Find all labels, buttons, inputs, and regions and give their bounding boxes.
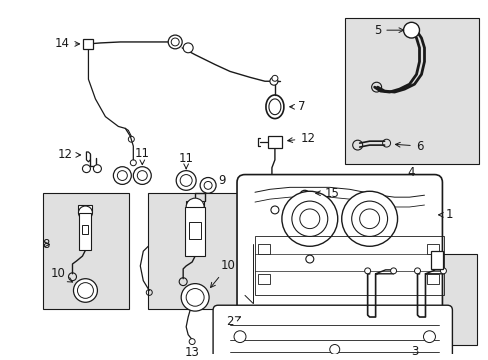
Bar bbox=[254, 237, 444, 296]
Text: 11: 11 bbox=[178, 152, 193, 169]
Circle shape bbox=[234, 331, 245, 343]
Circle shape bbox=[189, 339, 195, 345]
Bar bbox=[258, 244, 269, 254]
Circle shape bbox=[133, 167, 151, 184]
Bar bbox=[78, 205, 92, 213]
Circle shape bbox=[200, 177, 216, 193]
Bar bbox=[42, 193, 129, 309]
Circle shape bbox=[183, 43, 193, 53]
Text: 1: 1 bbox=[438, 208, 452, 221]
Circle shape bbox=[299, 209, 319, 229]
Bar bbox=[357, 254, 476, 345]
Text: 5: 5 bbox=[373, 24, 403, 37]
Text: 2: 2 bbox=[226, 315, 240, 328]
Circle shape bbox=[281, 191, 337, 246]
Circle shape bbox=[171, 38, 179, 46]
Bar bbox=[427, 244, 439, 254]
Circle shape bbox=[359, 209, 379, 229]
Bar bbox=[185, 207, 204, 256]
Text: 6: 6 bbox=[395, 140, 423, 153]
Circle shape bbox=[186, 288, 203, 306]
Text: 8: 8 bbox=[42, 238, 49, 251]
Circle shape bbox=[270, 206, 278, 214]
Circle shape bbox=[329, 345, 339, 354]
Circle shape bbox=[78, 206, 92, 220]
Circle shape bbox=[414, 268, 420, 274]
Circle shape bbox=[176, 171, 196, 190]
Circle shape bbox=[390, 268, 396, 274]
Bar bbox=[427, 274, 439, 284]
Bar bbox=[258, 274, 269, 284]
Circle shape bbox=[93, 165, 101, 172]
Circle shape bbox=[181, 284, 209, 311]
Bar bbox=[267, 136, 281, 148]
Bar bbox=[83, 39, 93, 49]
Circle shape bbox=[271, 75, 277, 81]
Text: 14: 14 bbox=[55, 37, 80, 50]
Circle shape bbox=[203, 181, 212, 189]
Text: 10: 10 bbox=[51, 267, 72, 282]
Circle shape bbox=[113, 167, 131, 184]
Bar bbox=[430, 251, 443, 269]
Text: 7: 7 bbox=[289, 100, 305, 113]
Circle shape bbox=[299, 190, 309, 200]
FancyBboxPatch shape bbox=[213, 305, 451, 360]
Bar bbox=[344, 18, 478, 164]
Text: 10: 10 bbox=[210, 260, 235, 288]
Circle shape bbox=[440, 268, 446, 274]
Bar bbox=[189, 222, 201, 239]
Text: 4: 4 bbox=[407, 166, 414, 179]
Text: 15: 15 bbox=[315, 187, 339, 200]
Circle shape bbox=[137, 171, 147, 180]
Text: 9: 9 bbox=[218, 174, 225, 187]
Circle shape bbox=[82, 165, 90, 172]
Text: 13: 13 bbox=[184, 346, 199, 359]
Bar bbox=[148, 193, 252, 309]
Circle shape bbox=[341, 191, 397, 246]
Circle shape bbox=[423, 331, 435, 343]
Circle shape bbox=[291, 201, 327, 237]
Bar bbox=[186, 201, 203, 207]
Bar bbox=[80, 213, 91, 250]
FancyBboxPatch shape bbox=[237, 175, 442, 318]
Circle shape bbox=[180, 175, 192, 186]
Circle shape bbox=[168, 35, 182, 49]
Circle shape bbox=[186, 198, 203, 216]
Text: 3: 3 bbox=[410, 345, 417, 358]
Circle shape bbox=[403, 22, 419, 38]
Circle shape bbox=[351, 201, 387, 237]
Text: 11: 11 bbox=[135, 148, 149, 165]
Circle shape bbox=[77, 283, 93, 298]
Circle shape bbox=[117, 171, 127, 180]
Circle shape bbox=[269, 77, 277, 85]
Circle shape bbox=[305, 255, 313, 263]
Text: 12: 12 bbox=[58, 148, 81, 161]
Bar bbox=[82, 225, 88, 234]
Circle shape bbox=[73, 279, 97, 302]
Text: 12: 12 bbox=[287, 132, 315, 145]
Circle shape bbox=[364, 268, 370, 274]
